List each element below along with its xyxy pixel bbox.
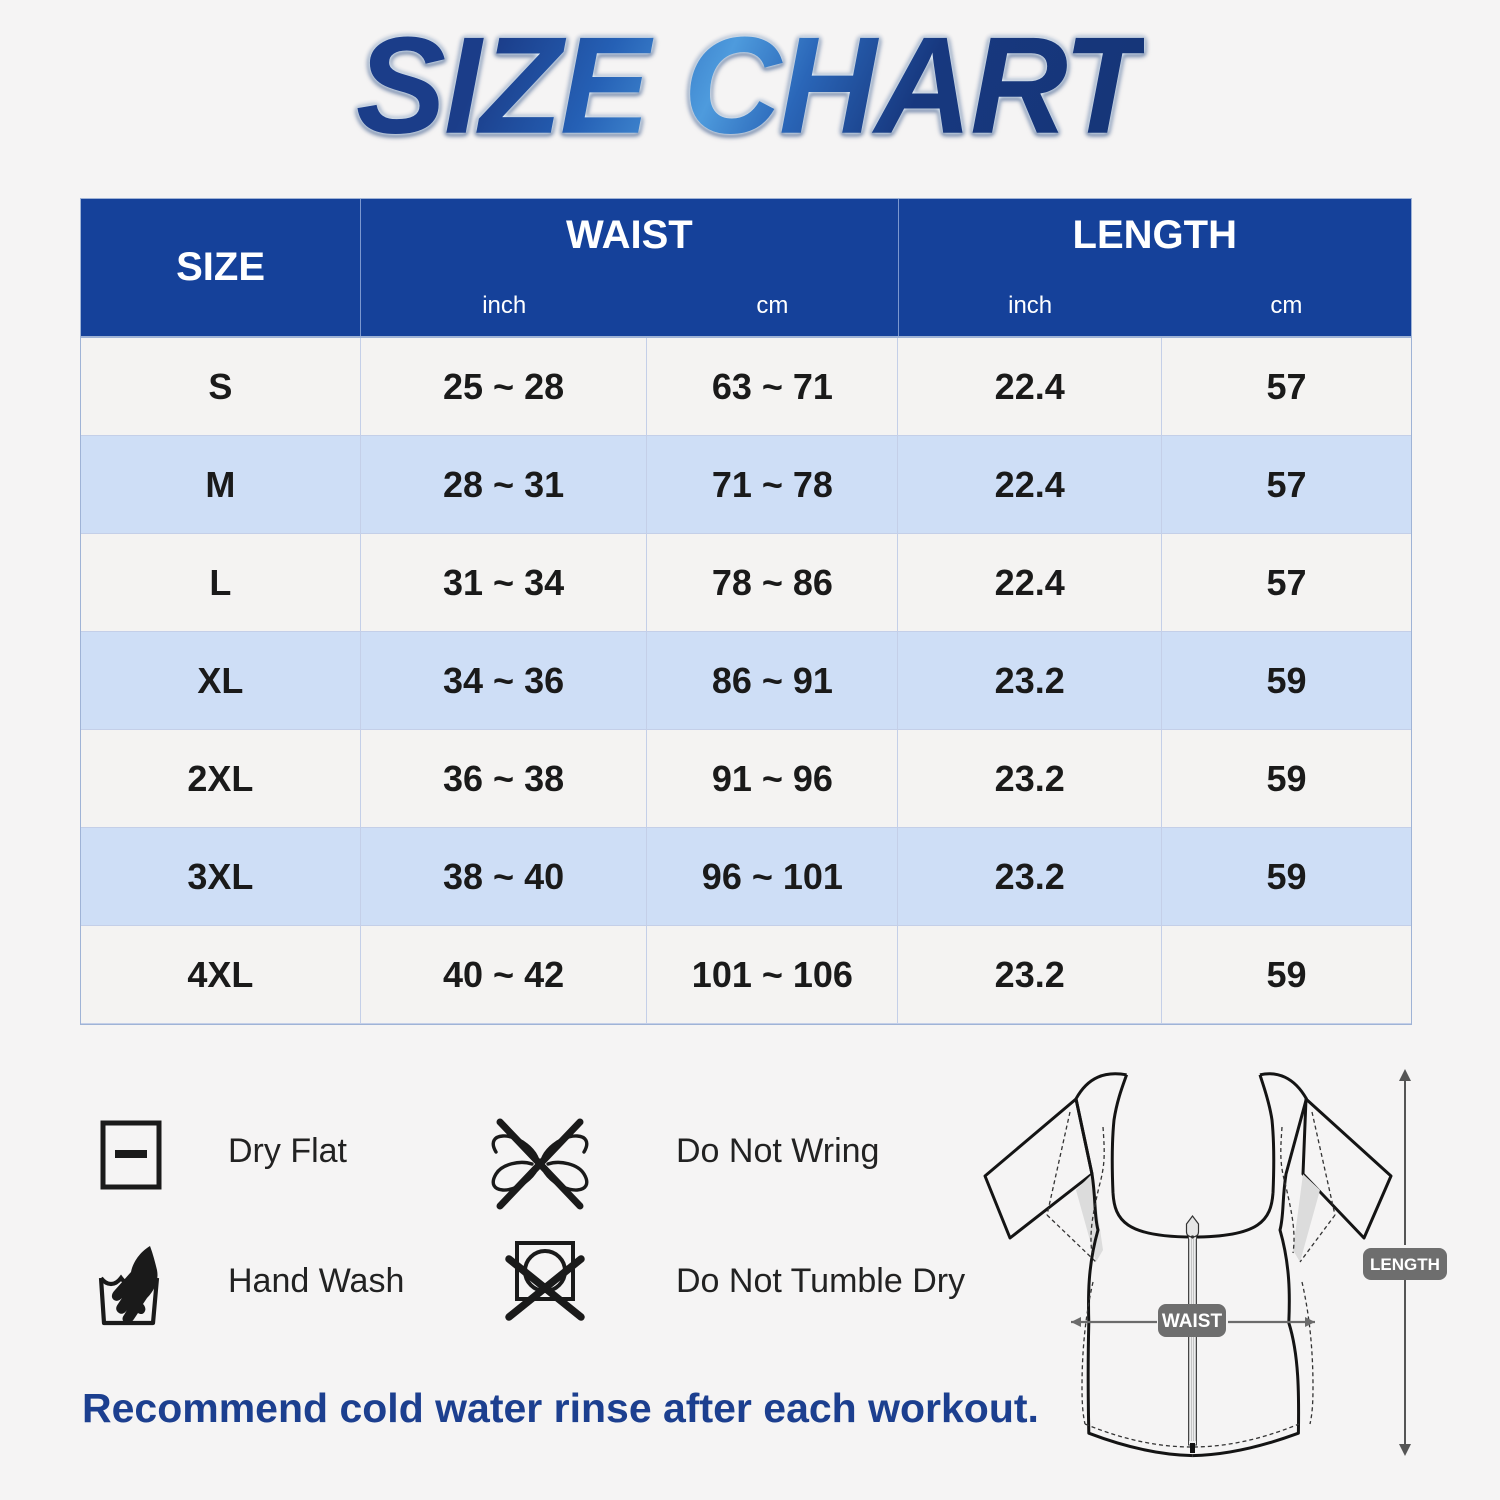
svg-text:WAIST: WAIST <box>1162 1311 1223 1332</box>
svg-text:LENGTH: LENGTH <box>1370 1255 1440 1274</box>
